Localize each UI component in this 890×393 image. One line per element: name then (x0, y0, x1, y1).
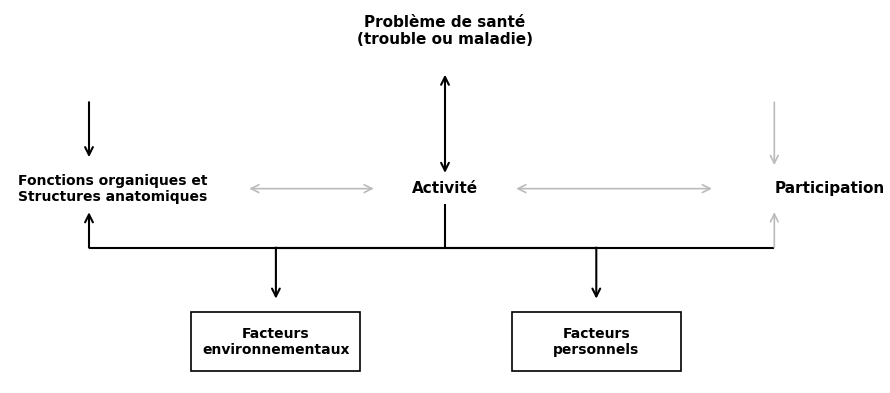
FancyBboxPatch shape (512, 312, 681, 371)
FancyBboxPatch shape (191, 312, 360, 371)
Text: Facteurs
environnementaux: Facteurs environnementaux (202, 327, 350, 357)
Text: Participation: Participation (774, 181, 885, 196)
Text: Problème de santé
(trouble ou maladie): Problème de santé (trouble ou maladie) (357, 15, 533, 47)
Text: Activité: Activité (412, 181, 478, 196)
Text: Fonctions organiques et
Structures anatomiques: Fonctions organiques et Structures anato… (18, 174, 207, 204)
Text: Facteurs
personnels: Facteurs personnels (554, 327, 639, 357)
